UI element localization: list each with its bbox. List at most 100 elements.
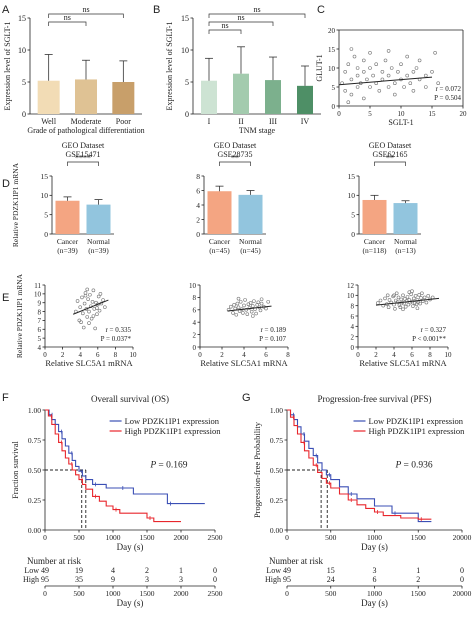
E1-point [95,312,99,317]
G-xtick-label: 20000 [453,533,472,542]
E3-point [396,295,401,300]
G-p-label: P [395,461,402,471]
D3-sig-bracket [374,161,406,166]
G-risk-xlabel: Day (s) [361,598,388,608]
E2-ytick-label: 2 [193,331,197,339]
D2-count-label: (n=45) [240,246,261,255]
E1-point [91,288,96,293]
E3-point [409,292,413,297]
E1-point [75,299,80,303]
E1-xtick-label: 2 [61,351,65,359]
B-ytick-label: 0 [185,110,189,119]
E1-ytick-label: 5 [38,335,42,343]
F-risk-value: 19 [75,566,83,575]
C-point [392,81,397,85]
G-ylabel: Progression-free Probability [252,421,262,518]
D2-ytick-label: 4 [196,201,200,210]
G-ytick-label: 0.50 [270,466,283,475]
D1-ytick-label: 15 [41,172,49,181]
E3-xtick-label: 2 [374,351,378,359]
C-ylabel: GLUT-1 [315,54,324,81]
E1-point [103,305,107,309]
C-xtick-label: 20 [460,110,468,118]
E3-point [401,307,405,312]
G-risk-value: 3 [373,566,377,575]
E2-point [259,301,264,306]
E3-xlabel: Relative SLC5A1 mRNA [359,358,447,368]
E1-xtick-label: 0 [43,351,47,359]
D3-category-label: Normal [394,237,417,246]
E3-point [402,297,407,301]
E2-ytick-label: 8 [193,294,197,302]
F-risk-xlabel: Day (s) [117,598,144,608]
G-risk-value: 0 [460,575,464,584]
C-point [386,73,391,78]
D2-bar [207,191,232,234]
D1-category-label: Normal [87,237,110,246]
D3-ytick-label: 15 [348,172,356,181]
F-risk-xtick-label: 1500 [140,589,155,598]
G-risk-xtick-label: 20000 [453,589,472,598]
C-point [380,70,385,74]
E2-point [264,306,268,311]
E3-ytick-label: 2 [351,333,355,341]
D1-category-label: Cancer [57,237,79,246]
F-xtick-label: 1500 [140,533,155,542]
E1-point [78,305,82,309]
E1-xtick-label: 6 [96,351,100,359]
F-risk-title: Number at risk [27,556,81,566]
E3-point [422,295,427,300]
G-risk-xtick-label: 1500 [411,589,426,598]
C-point [411,70,416,74]
E2-point [251,314,255,318]
E1-point [85,315,90,319]
G-title: Progression-free survival (PFS) [318,394,432,404]
E3-point [399,297,404,302]
A-bar [112,82,135,114]
B-bar [297,85,313,114]
E1-stat-label: P = 0.037* [101,335,132,343]
F-ytick-label: 1.00 [28,406,41,415]
E2-point [252,299,256,303]
panel-label-f: F [2,392,9,404]
B-ylabel: Expression level of SGLT-1 [165,22,174,111]
D3-category-label: Cancer [364,237,386,246]
E3-point [415,306,420,311]
E1-point [83,291,88,295]
E3-point [405,295,410,299]
E3-stat-label: r = 0.327 [420,326,446,334]
G-risk-value: 95 [283,575,291,584]
D2-title: GEO Dataset [214,141,257,150]
E2-xlabel: Relative SLC5A1 mRNA [200,358,288,368]
C-point [392,92,397,97]
F-risk-value: 4 [111,566,115,575]
C-point [389,66,394,70]
C-point [361,70,366,74]
D1-bar [86,204,111,234]
E2-stat-label: r = 0.189 [260,326,286,334]
E3-xtick-label: 4 [392,351,396,359]
E3-fit-line [375,297,440,306]
D2-ytick-label: 8 [196,172,200,181]
E3-point [397,303,402,307]
G-risk-value: 2 [416,575,420,584]
C-point [396,70,400,74]
E2-point [244,307,248,312]
C-point [380,77,385,82]
panel-label-c: C [317,4,325,16]
E1-ytick-label: 7 [38,317,42,325]
B-bar [201,80,217,114]
D2-category-label: Normal [239,237,262,246]
F-xlabel: Day (s) [117,542,144,552]
E2-fit-line [227,305,272,312]
F-xtick-label: 1000 [106,533,121,542]
B-category-label: II [238,117,244,126]
D1-ylabel: Relative PDZK1IP1 mRNA [11,162,20,247]
D3-count-label: (n=118) [363,246,387,255]
C-point [346,62,351,66]
C-ytick-label: 15 [328,46,336,54]
A-ylabel: Expression level of SGLT-1 [3,22,12,111]
F-xtick-label: 2500 [208,533,223,542]
A-sig-label: ns [82,5,89,14]
C-point [368,66,372,70]
